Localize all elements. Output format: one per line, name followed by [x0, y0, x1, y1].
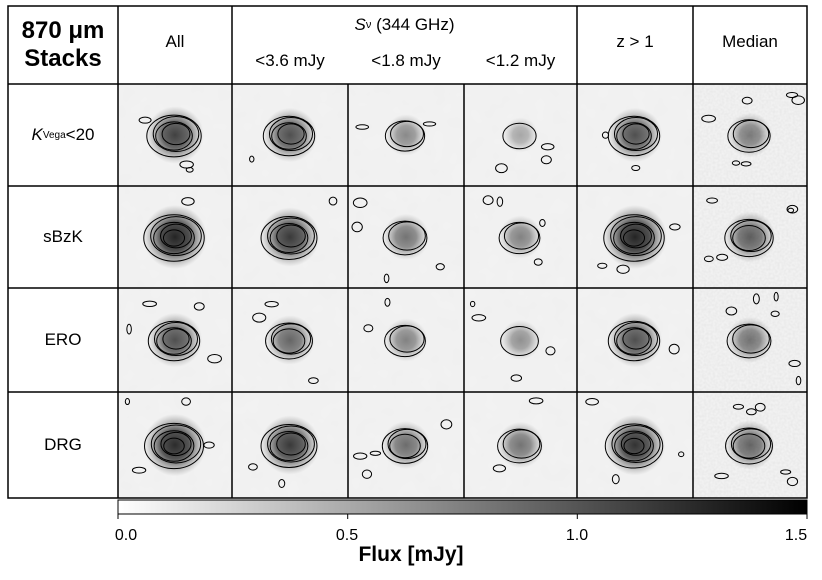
kvega-subscript: Vega: [42, 129, 66, 141]
stack-panel-sbzk-all: [118, 186, 232, 288]
colorbar-tick-1: 0.5: [335, 527, 359, 544]
column-header-lt-1.2: <1.2 mJy: [485, 51, 556, 70]
flux-frequency: (344 GHz): [376, 15, 455, 34]
kvega-suffix: <20: [65, 125, 95, 144]
colorbar-tick-0: 0.0: [114, 527, 138, 544]
stack-panel-kvega-lt-1.2: [464, 84, 577, 186]
flux-symbol: S: [354, 15, 366, 34]
stack-panel-kvega-lt-1.8: [348, 84, 464, 186]
stack-panel-kvega-median: [693, 84, 807, 186]
stack-panel-drg-median: [693, 392, 807, 498]
stack-panel-sbzk-lt-1.8: [348, 186, 464, 288]
stack-panel-drg-all: [118, 392, 232, 498]
column-header-lt-3.6: <3.6 mJy: [255, 51, 325, 70]
stack-panel-ero-median: [693, 288, 807, 392]
stack-panel-ero-lt-1.2: [464, 288, 577, 392]
column-header-all: All: [165, 32, 185, 51]
colorbar-tick-2: 1.0: [565, 527, 589, 544]
flux-subscript: ν: [365, 19, 372, 31]
stack-panel-kvega-lt-3.6: [232, 84, 348, 186]
column-header-lt-1.8: <1.8 mJy: [371, 51, 441, 70]
row-label-kvega: K Vega <20: [8, 84, 118, 186]
colorbar: [117, 499, 808, 515]
stack-panel-drg-z-gt-1: [577, 392, 693, 498]
colorbar-ticks: [117, 514, 808, 519]
stack-panel-kvega-all: [118, 84, 232, 186]
stack-panel-ero-all: [118, 288, 232, 392]
column-header-z-gt-1: z > 1: [616, 32, 654, 51]
panels: [118, 84, 807, 498]
stack-panel-ero-lt-3.6: [232, 288, 348, 392]
stack-panel-drg-lt-3.6: [232, 392, 348, 498]
kvega-symbol: K: [31, 125, 43, 144]
figure-title: 870 μm Stacks: [8, 6, 118, 84]
stack-panel-drg-lt-1.8: [348, 392, 464, 498]
row-label-drg: DRG: [44, 435, 82, 454]
column-header-median: Median: [722, 32, 778, 51]
grid-lines: [7, 5, 808, 499]
colorbar-label: Flux [mJy]: [358, 543, 464, 566]
title-line-1: 870 μm: [21, 17, 105, 44]
stack-panel-sbzk-lt-3.6: [232, 186, 348, 288]
stack-panel-ero-lt-1.8: [348, 288, 464, 392]
stack-panel-sbzk-lt-1.2: [464, 186, 577, 288]
row-label-ero: ERO: [44, 330, 82, 349]
title-line-2: Stacks: [24, 45, 102, 72]
stack-panel-kvega-z-gt-1: [577, 84, 693, 186]
colorbar-tick-3: 1.5: [784, 527, 808, 544]
row-label-sbzk: sBzK: [43, 227, 83, 246]
stack-panel-sbzk-z-gt-1: [577, 186, 693, 288]
stack-panel-sbzk-median: [693, 186, 807, 288]
stack-panel-drg-lt-1.2: [464, 392, 577, 498]
stack-panel-ero-z-gt-1: [577, 288, 693, 392]
